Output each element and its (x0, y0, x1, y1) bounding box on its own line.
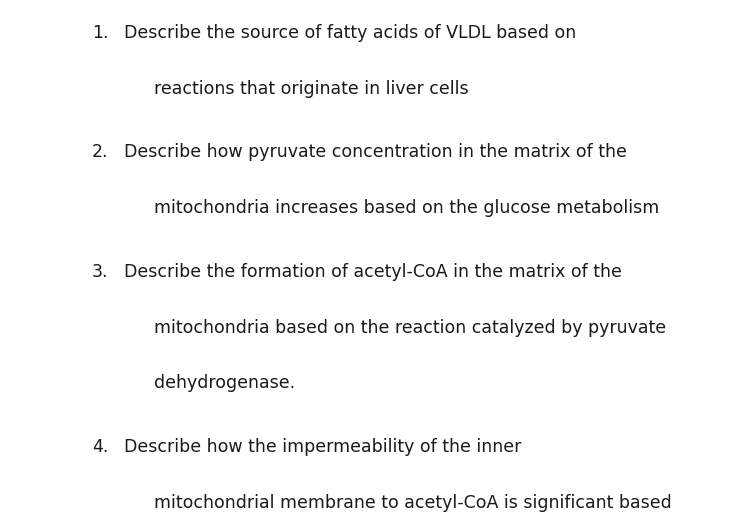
Text: Describe the source of fatty acids of VLDL based on: Describe the source of fatty acids of VL… (124, 24, 576, 42)
Text: 3.: 3. (92, 263, 109, 281)
Text: mitochondria increases based on the glucose metabolism: mitochondria increases based on the gluc… (154, 199, 659, 217)
Text: Describe how the impermeability of the inner: Describe how the impermeability of the i… (124, 438, 521, 456)
Text: dehydrogenase.: dehydrogenase. (154, 374, 294, 392)
Text: 1.: 1. (92, 24, 109, 42)
Text: 2.: 2. (92, 143, 109, 161)
Text: mitochondrial membrane to acetyl-CoA is significant based: mitochondrial membrane to acetyl-CoA is … (154, 494, 671, 512)
Text: Describe how pyruvate concentration in the matrix of the: Describe how pyruvate concentration in t… (124, 143, 626, 161)
Text: Describe the formation of acetyl-CoA in the matrix of the: Describe the formation of acetyl-CoA in … (124, 263, 622, 281)
Text: reactions that originate in liver cells: reactions that originate in liver cells (154, 80, 468, 98)
Text: mitochondria based on the reaction catalyzed by pyruvate: mitochondria based on the reaction catal… (154, 319, 666, 337)
Text: 4.: 4. (92, 438, 109, 456)
